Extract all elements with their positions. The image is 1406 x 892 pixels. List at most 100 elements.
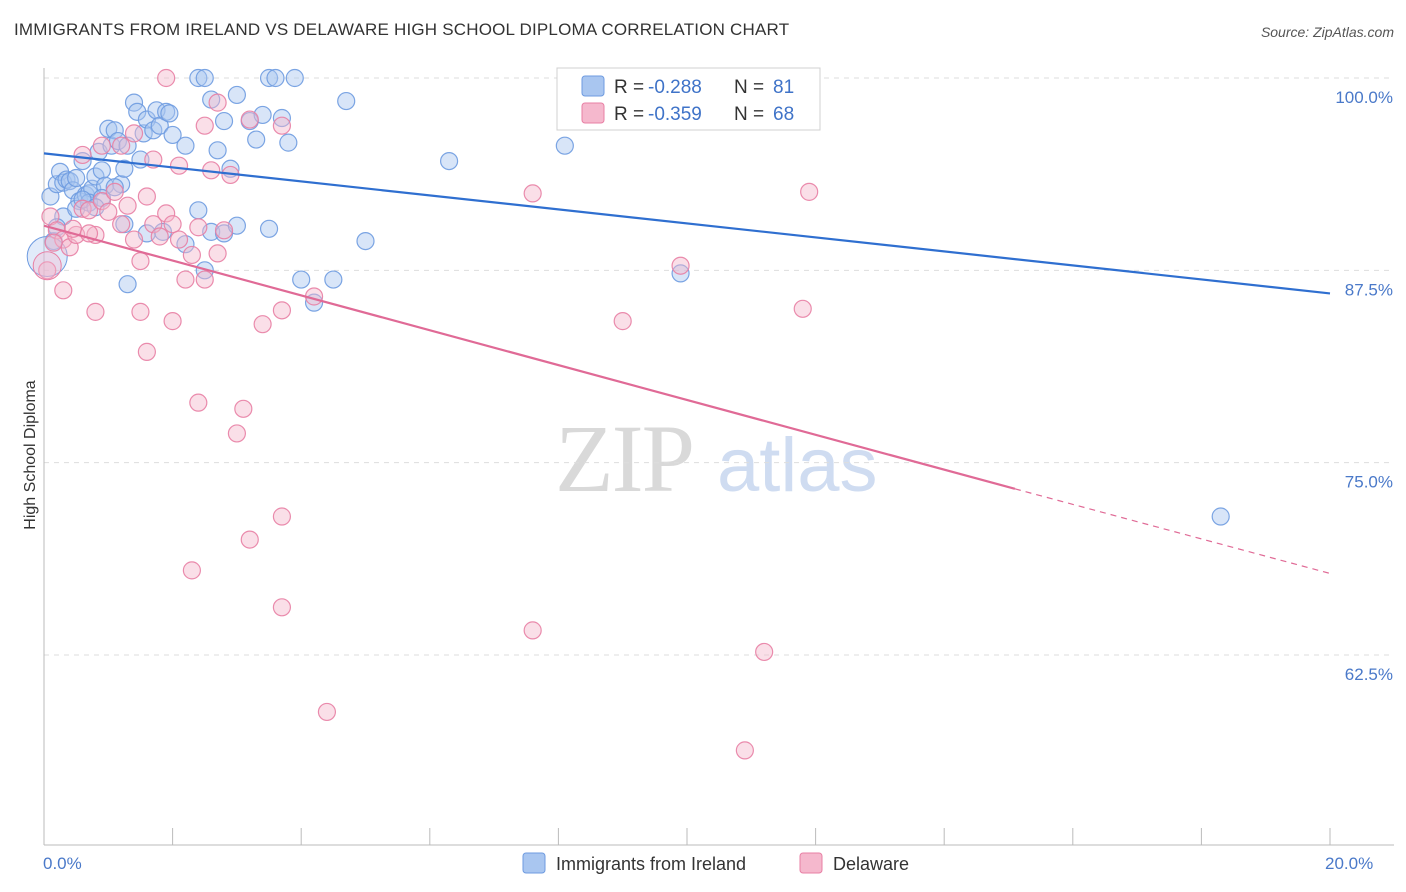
delaware-point-34[interactable] — [163, 312, 182, 331]
delaware-point-37[interactable] — [272, 301, 292, 320]
delaware-point-49[interactable] — [189, 393, 208, 412]
delaware-point-23[interactable] — [182, 245, 201, 265]
ireland-point-79[interactable] — [247, 130, 266, 149]
y-tick-labels: 100.0% 87.5% 75.0% 62.5% — [1335, 88, 1393, 684]
delaware-point-59[interactable] — [735, 741, 754, 760]
delaware-point-32[interactable] — [131, 302, 150, 321]
ireland-point-36[interactable] — [176, 136, 195, 155]
delaware-point-27[interactable] — [208, 244, 227, 263]
watermark-atlas: atlas — [717, 423, 878, 508]
ireland-point-41[interactable] — [214, 111, 234, 131]
ireland-point-62[interactable] — [324, 270, 343, 289]
delaware-point-39[interactable] — [112, 136, 131, 155]
ireland-point-54[interactable] — [189, 201, 208, 220]
delaware-point-31[interactable] — [86, 302, 105, 321]
delaware-point-10[interactable] — [99, 202, 118, 221]
delaware-point-62[interactable] — [793, 299, 812, 318]
ireland-point-8[interactable] — [67, 168, 86, 188]
delaware-point-52[interactable] — [240, 530, 259, 549]
delaware-point-55[interactable] — [272, 598, 292, 617]
delaware-point-56[interactable] — [317, 702, 337, 722]
legend-swatch-delaware[interactable] — [799, 852, 823, 874]
delaware-point-58[interactable] — [755, 642, 774, 662]
y-tick-label-0: 100.0% — [1335, 88, 1393, 107]
delaware-point-6[interactable] — [73, 199, 92, 218]
delaware-point-9[interactable] — [92, 191, 111, 211]
delaware-point-64[interactable] — [613, 312, 632, 331]
delaware-point-16[interactable] — [137, 187, 156, 206]
delaware-point-7[interactable] — [79, 201, 99, 220]
series-legend: Immigrants from Ireland Delaware — [522, 852, 909, 874]
delaware-point-15[interactable] — [131, 252, 150, 271]
delaware-point-44[interactable] — [272, 116, 292, 135]
ireland-point-34[interactable] — [160, 104, 179, 123]
delaware-point-25[interactable] — [195, 116, 214, 135]
delaware-point-cluster[interactable] — [32, 251, 62, 281]
delaware-point-42[interactable] — [208, 93, 227, 112]
delaware-point-20[interactable] — [163, 215, 182, 234]
ireland-point-46[interactable] — [266, 68, 285, 88]
ireland-point-26[interactable] — [128, 102, 147, 121]
delaware-point-30[interactable] — [54, 281, 73, 300]
ireland-point-66[interactable] — [555, 136, 574, 155]
trendline-delaware-extension — [1014, 488, 1331, 575]
delaware-point-61[interactable] — [671, 256, 690, 275]
ireland-point-74[interactable] — [105, 178, 124, 197]
watermark: ZIP atlas — [555, 405, 878, 512]
stats-legend-n-label-blue: N = — [734, 77, 764, 98]
ireland-point-69[interactable] — [1211, 507, 1230, 526]
delaware-point-53[interactable] — [272, 507, 292, 526]
ireland-point-20[interactable] — [105, 121, 124, 140]
delaware-point-46[interactable] — [92, 136, 111, 155]
delaware-point-36[interactable] — [253, 315, 272, 334]
delaware-point-50[interactable] — [234, 399, 253, 418]
ireland-point-42[interactable] — [227, 85, 246, 105]
delaware-point-11[interactable] — [105, 182, 124, 201]
delaware-point-54[interactable] — [182, 561, 201, 580]
delaware-point-28[interactable] — [214, 221, 234, 240]
ireland-point-48[interactable] — [279, 133, 298, 152]
delaware-point-45[interactable] — [73, 145, 92, 165]
ireland-point-35[interactable] — [163, 125, 182, 145]
ireland-point-16[interactable] — [92, 161, 111, 180]
ireland-point-45[interactable] — [259, 68, 279, 88]
ireland-point-37[interactable] — [189, 68, 208, 88]
delaware-point-60[interactable] — [523, 184, 542, 203]
chart-title: IMMIGRANTS FROM IRELAND VS DELAWARE HIGH… — [14, 20, 790, 39]
ireland-point-63[interactable] — [356, 231, 375, 251]
delaware-point-47[interactable] — [124, 124, 144, 143]
delaware-point-24[interactable] — [189, 218, 208, 237]
ireland-point-40[interactable] — [208, 141, 227, 160]
delaware-point-22[interactable] — [176, 270, 195, 289]
ireland-point-65[interactable] — [439, 151, 459, 171]
delaware-point-19[interactable] — [157, 204, 176, 223]
ireland-point-47[interactable] — [272, 108, 292, 128]
delaware-point-14[interactable] — [124, 230, 144, 249]
ireland-point-57[interactable] — [118, 275, 137, 294]
delaware-point-18[interactable] — [150, 227, 169, 246]
ireland-point-80[interactable] — [337, 91, 356, 111]
delaware-point-41[interactable] — [169, 156, 189, 175]
delaware-point-57[interactable] — [523, 621, 542, 640]
ireland-point-60[interactable] — [259, 219, 279, 238]
legend-swatch-ireland[interactable] — [522, 852, 546, 874]
delaware-point-0[interactable] — [38, 261, 57, 280]
ireland-point-23[interactable] — [115, 159, 134, 178]
ireland-point-38[interactable] — [195, 68, 214, 88]
legend-label-delaware[interactable]: Delaware — [833, 854, 909, 874]
delaware-point-51[interactable] — [227, 424, 246, 443]
delaware-point-13[interactable] — [118, 196, 137, 215]
delaware-point-21[interactable] — [169, 230, 189, 249]
delaware-point-33[interactable] — [137, 342, 156, 361]
delaware-point-35[interactable] — [195, 270, 214, 289]
delaware-point-65[interactable] — [44, 233, 63, 252]
delaware-point-43[interactable] — [240, 110, 259, 129]
ireland-point-67[interactable] — [671, 264, 690, 283]
legend-label-ireland[interactable]: Immigrants from Ireland — [556, 854, 746, 874]
delaware-point-12[interactable] — [112, 215, 131, 234]
ireland-point-49[interactable] — [285, 68, 304, 88]
stats-legend-n-value-blue: 81 — [773, 77, 794, 98]
ireland-point-61[interactable] — [292, 270, 311, 289]
delaware-point-63[interactable] — [800, 182, 819, 201]
delaware-point-48[interactable] — [157, 68, 176, 88]
